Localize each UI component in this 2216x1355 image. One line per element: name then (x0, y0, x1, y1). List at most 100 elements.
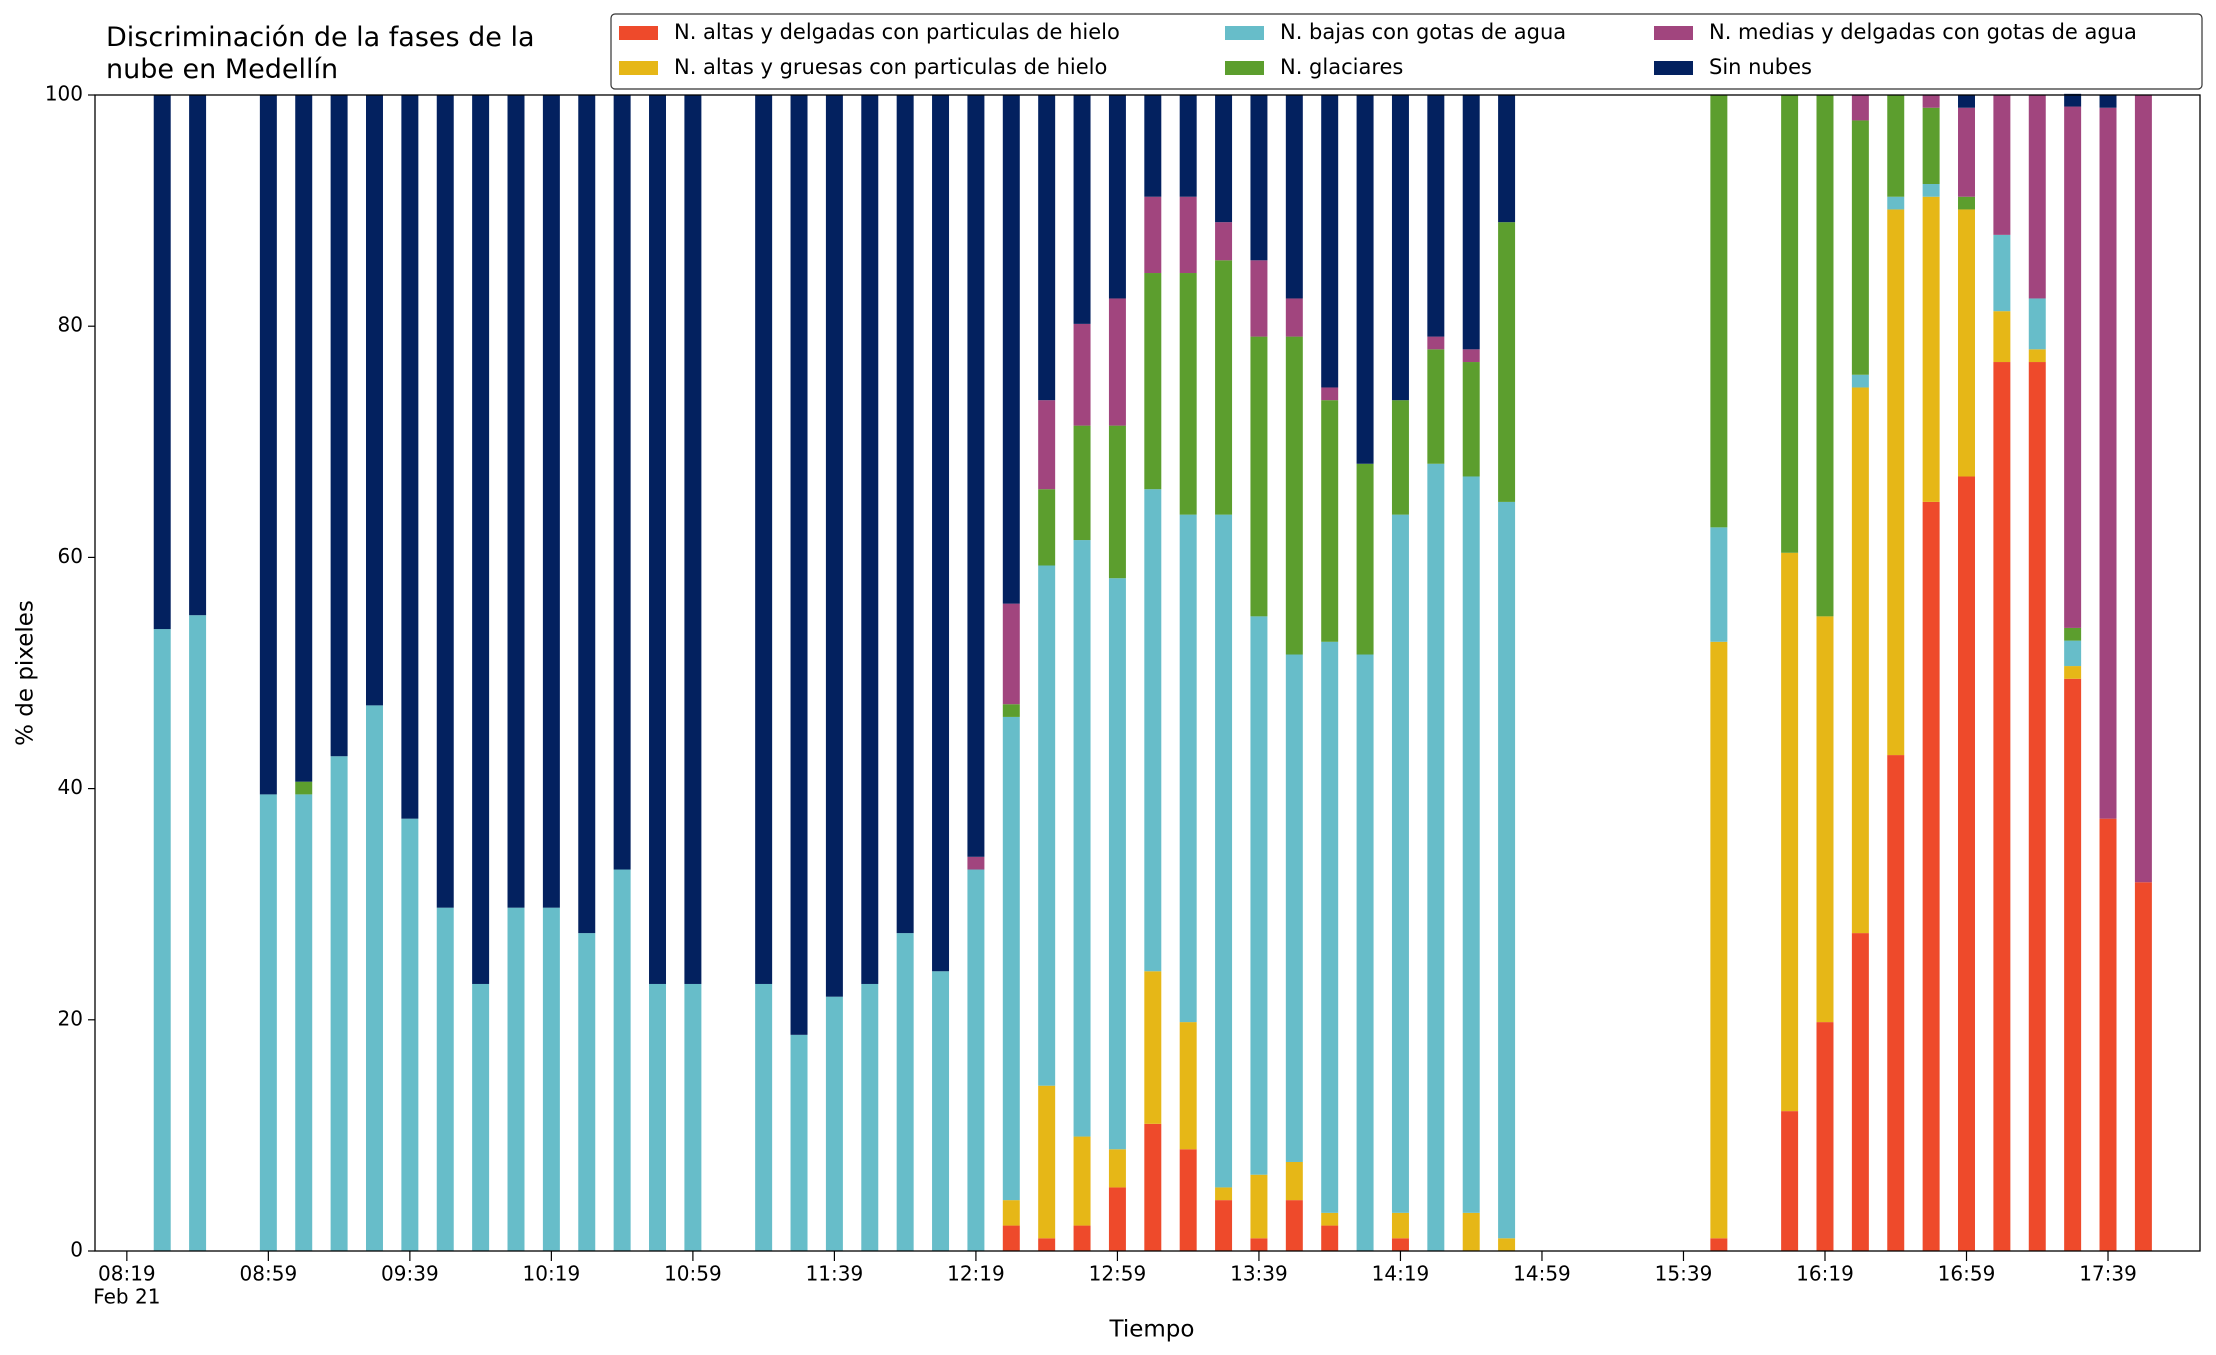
legend-label: N. medias y delgadas con gotas de agua (1709, 20, 2137, 44)
bar-segment (861, 983, 879, 1251)
bar-segment (1498, 501, 1516, 1239)
x-axis-label: Tiempo (1109, 1317, 1195, 1343)
bar-segment (1038, 489, 1056, 566)
x-tick-label: 13:39 (1230, 1262, 1288, 1286)
bar-segment (1108, 425, 1126, 579)
x-tick-label: 12:59 (1089, 1262, 1147, 1286)
bar-segment (1887, 196, 1905, 210)
bar-segment (2064, 666, 2082, 679)
bar-segment (507, 907, 525, 1251)
bar-segment (1356, 95, 1374, 464)
x-tick-label: 08:19 (98, 1262, 156, 1286)
bar-segment (1073, 540, 1091, 1137)
bar-segment (1958, 209, 1975, 477)
bar-segment (1851, 933, 1869, 1251)
bar-segment (1993, 362, 2011, 1251)
bar-segment (1321, 1225, 1339, 1251)
bar-segment (1073, 425, 1091, 541)
y-tick-label: 100 (45, 82, 83, 106)
bar-segment (1922, 107, 1940, 185)
bar-segment (1498, 1238, 1516, 1251)
bar-segment (1710, 641, 1728, 1239)
x-tick-label: 17:39 (2079, 1262, 2137, 1286)
bar-segment (1002, 603, 1020, 705)
bar-segment (1002, 95, 1020, 604)
bar-segment (1285, 1161, 1303, 1201)
bar-segment (153, 95, 171, 630)
bar-segment (1887, 755, 1905, 1251)
legend-box (610, 13, 2203, 90)
bar-segment (1427, 463, 1445, 1251)
bar-segment (542, 95, 560, 908)
bar-segment (1144, 95, 1162, 197)
legend-label: N. bajas con gotas de agua (1280, 20, 1566, 44)
bar-segment (1108, 95, 1126, 299)
bar-segment (1391, 400, 1409, 515)
bar-segment (825, 996, 843, 1251)
bar-segment (1427, 336, 1445, 350)
bar-segment (1462, 349, 1480, 363)
bar-segment (365, 95, 383, 706)
bar-segment (1321, 641, 1339, 1213)
bar-segment (1851, 387, 1869, 934)
bar-segment (1922, 95, 1940, 108)
bar-segment (1391, 1238, 1409, 1251)
bar-segment (755, 983, 773, 1251)
bar-segment (1215, 514, 1233, 1188)
y-tick-label: 0 (70, 1238, 83, 1262)
bar-segment (825, 95, 843, 997)
x-tick-label: 09:39 (381, 1262, 439, 1286)
bar-segment (1108, 298, 1126, 426)
bar-segment (896, 95, 914, 934)
bar-segment (295, 781, 313, 795)
bar-segment (1851, 374, 1869, 388)
bar-segment (1321, 387, 1339, 401)
bar-segment (2099, 95, 2117, 108)
bar-segment (1356, 654, 1374, 1251)
legend-swatch (1225, 61, 1264, 75)
bar-segment (1215, 1200, 1233, 1251)
bar-segment (1321, 95, 1339, 388)
bar-segment (259, 95, 277, 795)
bar-segment (1215, 95, 1233, 223)
x-tick-label: 11:39 (806, 1262, 864, 1286)
bar-segment (1781, 1111, 1799, 1251)
bar-segment (1887, 95, 1905, 197)
bar-segment (1816, 95, 1834, 617)
bar-segment (1144, 273, 1162, 490)
bar-segment (1073, 1136, 1091, 1226)
bar-segment (578, 933, 596, 1251)
bar-segment (1851, 95, 1869, 121)
bar-segment (1781, 95, 1799, 553)
bar-segment (1038, 95, 1056, 401)
bar-segment (896, 933, 914, 1251)
bar-segment (1108, 1187, 1126, 1251)
bar-segment (1958, 95, 1975, 108)
legend-label: N. altas y gruesas con particulas de hie… (674, 55, 1107, 79)
bar-segment (1285, 1200, 1303, 1251)
x-tick-label: 16:19 (1796, 1262, 1854, 1286)
bar-segment (1958, 107, 1975, 197)
y-axis-label: % de pixeles (13, 600, 39, 746)
bar-segment (2099, 107, 2117, 819)
bar-segment (1851, 120, 1869, 375)
bar-segment (1993, 234, 2011, 312)
bar-segment (1038, 1085, 1056, 1239)
bar-segment (1038, 400, 1056, 490)
legend-label: N. glaciares (1280, 55, 1403, 79)
bar-segment (1922, 184, 1940, 197)
bar-segment (1038, 565, 1056, 1086)
bar-segment (649, 95, 667, 984)
bar-segment (1462, 476, 1480, 1213)
bar-segment (365, 705, 383, 1251)
bar-segment (1038, 1238, 1056, 1251)
bar-segment (1250, 616, 1268, 1175)
bar-segment (2064, 627, 2082, 641)
bar-segment (1462, 95, 1480, 350)
x-tick-label: 16:59 (1938, 1262, 1996, 1286)
y-tick-label: 60 (58, 544, 83, 568)
bar-segment (1887, 209, 1905, 756)
bar-segment (1108, 578, 1126, 1150)
bar-segment (1498, 95, 1516, 223)
